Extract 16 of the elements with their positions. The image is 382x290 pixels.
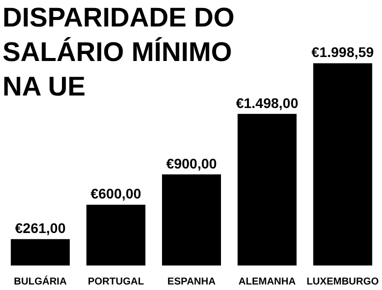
bar	[313, 63, 372, 266]
x-tick-label: PORTUGAL	[88, 276, 144, 288]
x-tick-label: ESPANHA	[167, 276, 216, 288]
bar	[10, 239, 70, 266]
data-label: €900,00	[166, 155, 218, 172]
x-tick-label: LUXEMBURGO	[306, 276, 380, 288]
data-label: €261,00	[14, 220, 66, 236]
chart-title: DISPARIDADE DO SALÁRIO MÍNIMO NA UE	[2, 2, 235, 102]
data-label: €600,00	[90, 186, 142, 202]
data-label: €1.498,00	[236, 94, 298, 111]
bar	[162, 174, 221, 266]
bar	[86, 204, 146, 266]
data-label: €1.998,59	[312, 44, 374, 60]
x-tick-label: ALEMANHA	[238, 276, 296, 288]
x-tick-label: BULGÁRIA	[14, 276, 67, 288]
bar	[238, 114, 297, 266]
